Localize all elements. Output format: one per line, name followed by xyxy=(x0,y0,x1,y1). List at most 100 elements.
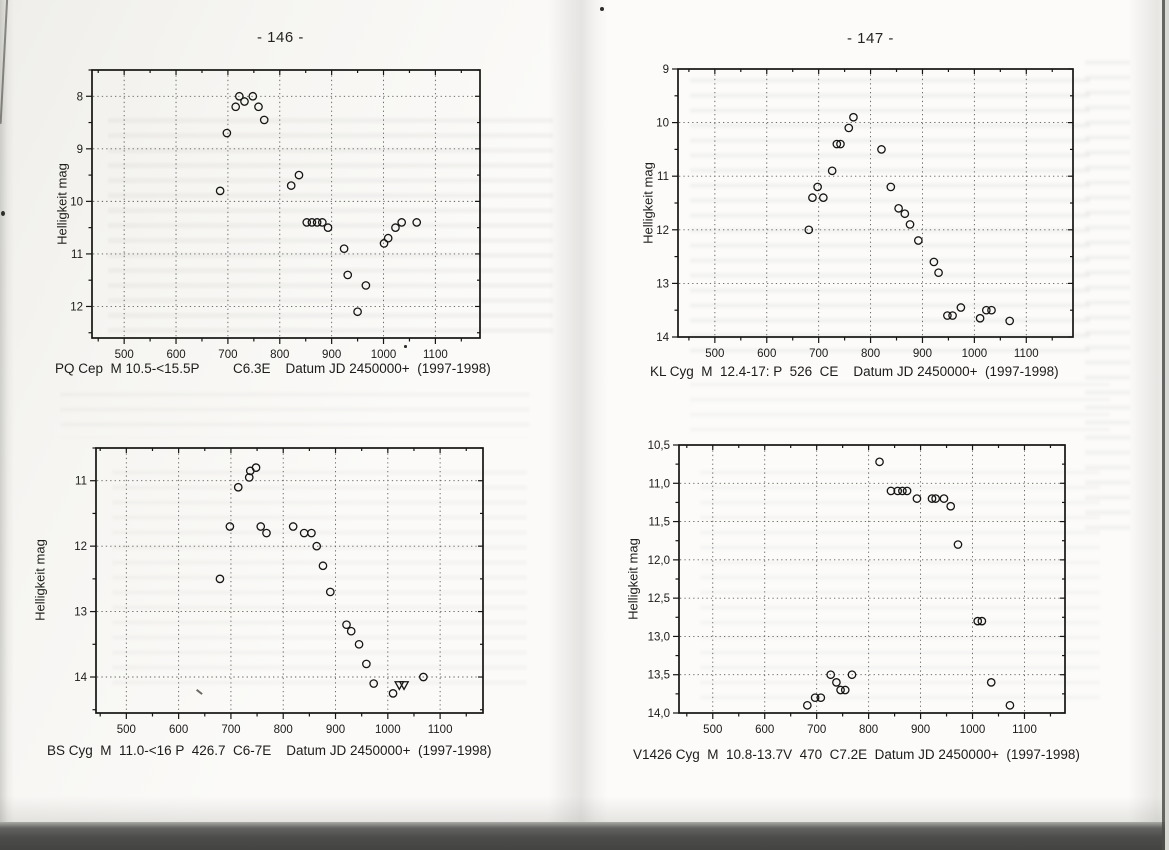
svg-text:9: 9 xyxy=(77,144,83,156)
grid-lines xyxy=(679,70,1072,336)
right-page-paper xyxy=(575,0,1169,850)
limit-marker-triangle-down xyxy=(398,681,410,691)
svg-text:12: 12 xyxy=(70,301,83,313)
x-tick-labels: 500 600 700 800 900 1000 1100 xyxy=(705,348,1038,360)
svg-text:12,0: 12,0 xyxy=(648,555,670,567)
svg-text:800: 800 xyxy=(861,348,880,360)
svg-text:500: 500 xyxy=(117,724,136,736)
bleedthrough-ghost xyxy=(690,78,1090,358)
data-points xyxy=(215,91,422,317)
y-tick-labels: 10,5 11,0 11,5 12,0 12,5 13,0 13,5 14,0 xyxy=(648,440,670,720)
svg-text:1100: 1100 xyxy=(428,724,453,736)
svg-text:13: 13 xyxy=(74,607,87,619)
svg-text:14: 14 xyxy=(74,672,87,684)
svg-text:500: 500 xyxy=(705,348,724,360)
scanner-bottom-band xyxy=(0,822,1169,850)
svg-text:600: 600 xyxy=(757,348,776,360)
svg-text:600: 600 xyxy=(755,724,774,736)
bleedthrough-ghost xyxy=(700,470,1100,710)
page-gutter-shadow xyxy=(548,0,608,850)
svg-text:13,5: 13,5 xyxy=(648,670,670,682)
svg-text:11: 11 xyxy=(657,171,669,183)
chart-caption: V1426 Cyg M 10.8-13.7V 470 C7.2E Datum J… xyxy=(633,747,1080,762)
chart-caption: PQ Cep M 10.5-<15.5P C6.3E Datum JD 2450… xyxy=(55,361,491,376)
scatter-plot-pq-cep: 500 600 700 800 900 1000 1100 8 9 10 11 12 xyxy=(70,69,481,361)
plot-border xyxy=(678,444,1066,714)
bleedthrough-ghost xyxy=(1085,60,1130,540)
page-number-right: - 147 - xyxy=(847,30,894,47)
page-right-edge-line xyxy=(1162,0,1165,850)
bleedthrough-ghost xyxy=(690,382,1110,440)
scatter-plot-v1426-cyg: 500 600 700 800 900 1000 110010,511,011,512,01… xyxy=(648,440,1066,736)
y-tick-labels: 11 12 13 14 xyxy=(74,476,87,684)
svg-text:700: 700 xyxy=(218,349,237,361)
svg-text:700: 700 xyxy=(807,724,826,736)
svg-text:1000: 1000 xyxy=(962,348,988,360)
axis-ticks xyxy=(672,68,1073,343)
svg-text:11: 11 xyxy=(71,249,83,261)
grid-lines xyxy=(97,449,482,712)
axis-ticks xyxy=(86,69,480,344)
svg-text:8: 8 xyxy=(77,91,83,103)
x-tick-labels: 500 600 700 800 900 1000 1100 xyxy=(115,349,448,361)
svg-text:500: 500 xyxy=(115,349,134,361)
y-tick-labels: 9 10 11 12 13 14 xyxy=(656,64,669,344)
svg-text:800: 800 xyxy=(270,349,289,361)
svg-text:14: 14 xyxy=(656,332,669,344)
svg-text:800: 800 xyxy=(274,724,293,736)
svg-text:1000: 1000 xyxy=(371,349,397,361)
svg-text:500: 500 xyxy=(703,724,722,736)
svg-text:13,0: 13,0 xyxy=(648,631,670,643)
x-tick-labels: 500 600 700 800 900 1000 1100 xyxy=(117,724,453,736)
svg-text:13: 13 xyxy=(656,278,669,290)
scanner-right-strip xyxy=(1165,0,1169,850)
svg-text:14,0: 14,0 xyxy=(648,708,670,720)
svg-text:11: 11 xyxy=(75,476,87,488)
svg-text:600: 600 xyxy=(166,349,185,361)
svg-text:1100: 1100 xyxy=(1012,724,1037,736)
page-bottom-shadow xyxy=(0,796,1169,822)
svg-text:1100: 1100 xyxy=(423,349,448,361)
svg-text:900: 900 xyxy=(913,348,932,360)
data-points xyxy=(802,457,1015,710)
svg-text:900: 900 xyxy=(911,724,930,736)
grid-lines xyxy=(680,446,1064,712)
svg-text:10,5: 10,5 xyxy=(648,440,670,452)
svg-text:12,5: 12,5 xyxy=(648,593,670,605)
bleedthrough-ghost xyxy=(112,470,527,695)
svg-text:11,5: 11,5 xyxy=(648,517,670,529)
plot-border xyxy=(677,68,1074,338)
svg-text:12: 12 xyxy=(656,225,669,237)
scatter-plot-bs-cyg: 500 600 700 800 900 1000 1100 11 12 13 14 xyxy=(74,447,484,736)
svg-text:9: 9 xyxy=(663,64,669,76)
page-left-edge-shadow xyxy=(0,0,14,850)
chart-caption: BS Cyg M 11.0-<16 P 426.7 C6-7E Datum JD… xyxy=(47,743,492,758)
svg-text:1000: 1000 xyxy=(375,724,401,736)
y-tick-labels: 8 9 10 11 12 xyxy=(70,91,83,313)
svg-text:900: 900 xyxy=(322,349,341,361)
svg-text:700: 700 xyxy=(809,348,828,360)
scan-speck xyxy=(404,345,407,348)
svg-text:800: 800 xyxy=(859,724,878,736)
svg-text:1100: 1100 xyxy=(1014,348,1039,360)
chart-caption: KL Cyg M 12.4-17: P 526 CE Datum JD 2450… xyxy=(650,364,1059,379)
scan-speck xyxy=(600,7,604,11)
svg-text:600: 600 xyxy=(169,724,188,736)
plot-border xyxy=(95,447,484,714)
page-number-left: - 146 - xyxy=(257,29,304,46)
axis-ticks xyxy=(90,447,483,719)
svg-text:700: 700 xyxy=(221,724,240,736)
data-points xyxy=(215,463,428,698)
scatter-plot-kl-cyg: 500 600 700 800 900 1000 1100 9 10 11 12 13 14 xyxy=(656,64,1074,360)
grid-lines xyxy=(93,71,479,337)
x-tick-labels: 500 600 700 800 900 1000 1100 xyxy=(703,724,1037,736)
svg-text:900: 900 xyxy=(326,724,345,736)
plot-border xyxy=(91,69,481,339)
svg-text:10: 10 xyxy=(656,118,669,130)
svg-text:11,0: 11,0 xyxy=(648,478,670,490)
bleedthrough-ghost xyxy=(60,392,530,438)
svg-text:1000: 1000 xyxy=(960,724,986,736)
svg-text:10: 10 xyxy=(70,196,83,208)
data-points xyxy=(804,112,1015,326)
